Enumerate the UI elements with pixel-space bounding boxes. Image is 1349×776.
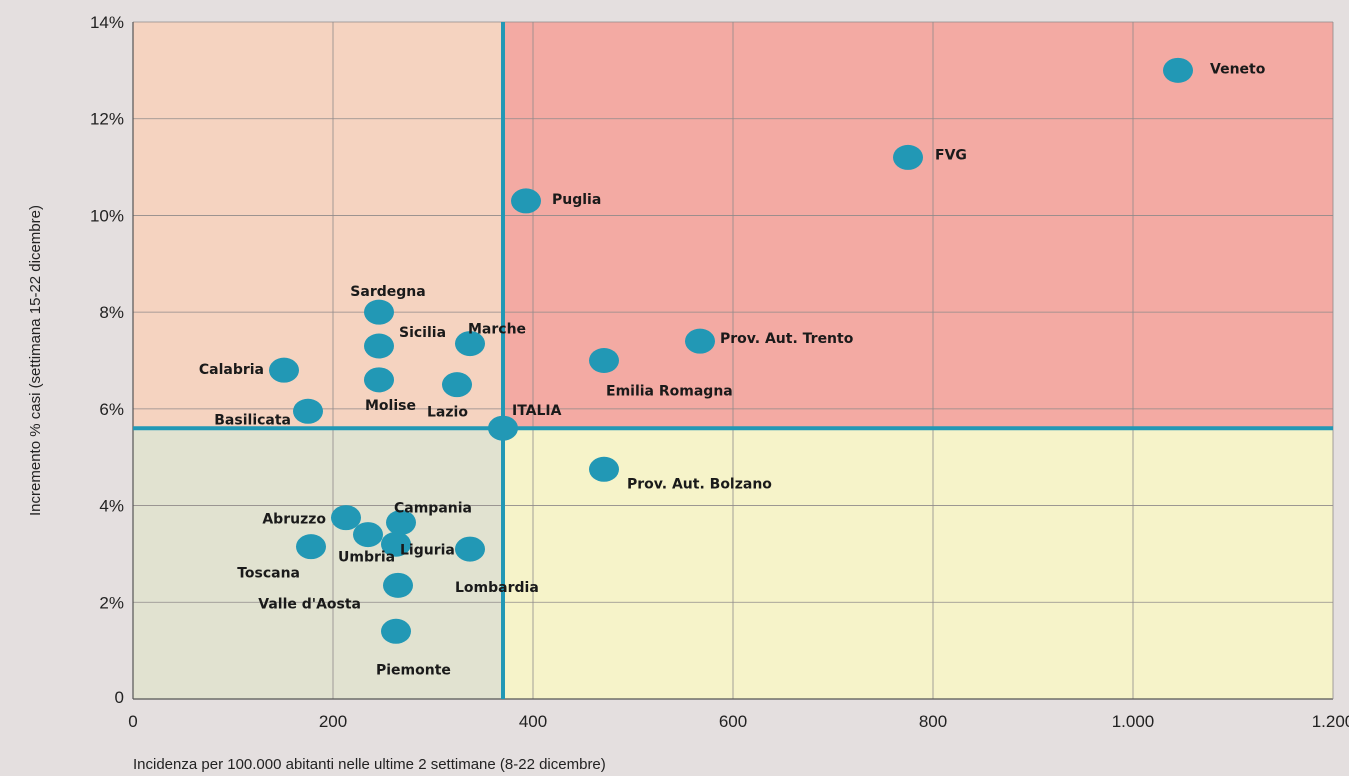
data-point-label: Marche xyxy=(468,322,526,338)
x-tick-label: 0 xyxy=(128,712,137,731)
data-point-marker xyxy=(269,357,299,383)
data-point-label: Valle d'Aosta xyxy=(258,596,361,612)
x-tick-label: 600 xyxy=(719,712,747,731)
data-point-marker xyxy=(1163,57,1193,83)
data-point-label: Campania xyxy=(394,500,472,516)
data-point-label: Lombardia xyxy=(455,580,539,596)
data-point-label: Emilia Romagna xyxy=(606,384,733,400)
data-point-label: Abruzzo xyxy=(262,512,326,528)
data-point-label: Lazio xyxy=(427,405,468,421)
data-point-label: Prov. Aut. Bolzano xyxy=(627,476,772,492)
data-point-marker xyxy=(364,333,394,359)
y-tick-label: 14% xyxy=(90,13,124,32)
y-tick-label: 6% xyxy=(99,400,124,419)
x-tick-label: 200 xyxy=(319,712,347,731)
data-point-marker xyxy=(386,509,416,535)
quadrant-bottom-right xyxy=(503,428,1333,699)
data-point-marker xyxy=(293,398,323,424)
data-point-marker xyxy=(589,348,619,373)
data-point-label: Veneto xyxy=(1210,61,1266,77)
data-point-marker xyxy=(364,367,394,393)
x-tick-label: 1.200 xyxy=(1312,712,1349,731)
data-point-marker xyxy=(331,505,361,531)
data-point-marker xyxy=(893,144,923,170)
data-point-marker xyxy=(353,522,383,548)
data-point-label: Molise xyxy=(365,398,416,414)
data-point-label: Basilicata xyxy=(214,412,291,428)
data-point-marker xyxy=(381,618,411,644)
data-point-marker xyxy=(455,536,485,562)
data-point-label: Puglia xyxy=(552,192,601,208)
y-tick-label: 8% xyxy=(99,303,124,322)
y-tick-label: 4% xyxy=(99,497,124,516)
data-point-label: Calabria xyxy=(199,362,264,378)
data-point-marker xyxy=(511,188,541,214)
quadrant-top-left xyxy=(133,22,503,429)
data-point-marker xyxy=(364,299,394,325)
data-point-marker xyxy=(381,531,411,557)
data-point-label: Sardegna xyxy=(350,284,425,300)
data-point-label: Liguria xyxy=(400,542,455,558)
data-point-label: Toscana xyxy=(237,566,300,582)
data-point-label: ITALIA xyxy=(512,403,562,419)
y-tick-label: 10% xyxy=(90,206,124,225)
data-point-label: Umbria xyxy=(338,550,395,566)
y-tick-label: 12% xyxy=(90,110,124,129)
data-point-marker xyxy=(589,456,619,482)
data-point-label: FVG xyxy=(935,147,967,163)
y-tick-label: 2% xyxy=(99,593,124,612)
data-point-label: Prov. Aut. Trento xyxy=(720,331,854,347)
data-point-label: Sicilia xyxy=(399,325,446,341)
data-point-marker xyxy=(488,415,518,441)
data-point-marker xyxy=(383,572,413,598)
x-tick-label: 800 xyxy=(919,712,947,731)
data-point-marker xyxy=(455,331,485,357)
data-point-marker xyxy=(685,328,715,354)
x-axis-title: Incidenza per 100.000 abitanti nelle ult… xyxy=(133,756,606,773)
y-axis-title: Incremento % casi (settimana 15-22 dicem… xyxy=(27,205,44,516)
quadrant-top-right xyxy=(503,22,1333,429)
x-tick-label: 1.000 xyxy=(1112,712,1155,731)
data-point-marker xyxy=(442,372,472,398)
data-point-marker xyxy=(296,534,326,560)
quadrant-bottom-left xyxy=(133,428,503,699)
x-tick-label: 400 xyxy=(519,712,547,731)
data-point-label: Piemonte xyxy=(376,662,451,678)
y-tick-label: 0 xyxy=(115,688,124,707)
